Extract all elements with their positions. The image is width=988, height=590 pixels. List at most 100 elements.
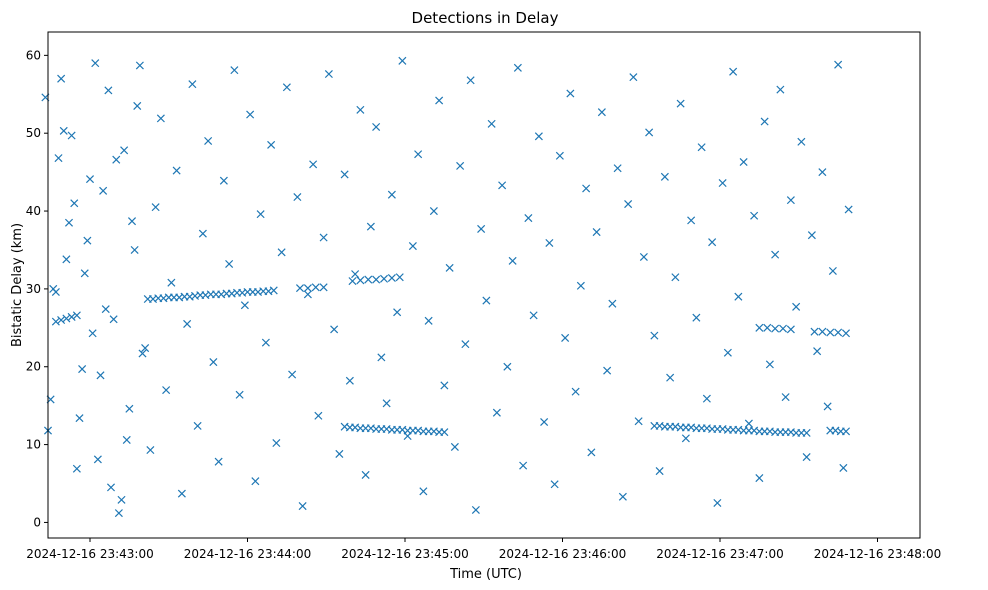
data-point xyxy=(272,439,281,448)
data-point xyxy=(718,178,727,188)
track-point xyxy=(57,316,66,325)
data-point xyxy=(120,146,129,155)
track-point xyxy=(379,274,389,283)
data-point xyxy=(146,446,155,455)
data-point xyxy=(550,480,559,489)
track-point xyxy=(395,273,404,282)
data-point xyxy=(351,270,360,279)
data-point xyxy=(141,344,150,353)
data-point xyxy=(83,236,92,245)
data-point xyxy=(734,292,743,301)
data-point xyxy=(67,131,76,140)
data-point xyxy=(106,483,116,492)
data-point xyxy=(566,89,575,98)
y-tick-label: 20 xyxy=(26,360,41,374)
data-point xyxy=(802,453,811,462)
data-point xyxy=(629,73,638,82)
track-point xyxy=(826,328,835,337)
data-point xyxy=(844,205,853,214)
data-point xyxy=(193,421,202,430)
track-point xyxy=(755,323,764,332)
data-point xyxy=(708,238,717,247)
data-point xyxy=(51,287,60,297)
data-point xyxy=(303,290,312,299)
data-point xyxy=(408,242,417,251)
data-point xyxy=(172,166,181,175)
data-point xyxy=(498,181,507,190)
data-point xyxy=(330,325,339,334)
data-point xyxy=(613,164,622,173)
track-point xyxy=(818,327,827,336)
data-point xyxy=(414,150,423,159)
data-point xyxy=(177,489,186,498)
data-point xyxy=(424,316,433,325)
data-point xyxy=(466,76,475,85)
data-point xyxy=(487,119,496,128)
data-point xyxy=(823,402,832,411)
x-tick-label: 2024-12-16 23:44:00 xyxy=(184,547,311,561)
data-point xyxy=(114,509,123,518)
data-point xyxy=(101,305,110,314)
data-point xyxy=(534,132,543,141)
y-tick-label: 50 xyxy=(26,126,41,140)
data-point xyxy=(256,210,265,219)
data-point xyxy=(345,376,354,385)
data-point xyxy=(366,222,375,231)
data-point xyxy=(109,315,118,324)
data-point xyxy=(492,408,501,417)
data-point xyxy=(576,281,585,290)
data-point xyxy=(398,56,407,65)
track-point xyxy=(786,325,795,334)
data-point xyxy=(592,228,601,237)
data-point xyxy=(288,370,297,379)
data-point xyxy=(70,199,79,208)
track-point xyxy=(348,277,357,286)
y-tick-label: 10 xyxy=(26,438,41,452)
data-point xyxy=(692,313,701,322)
data-point xyxy=(660,172,669,181)
data-point xyxy=(671,273,680,282)
data-point xyxy=(340,170,349,179)
data-point xyxy=(387,190,396,199)
data-point xyxy=(62,255,71,264)
y-tick-label: 60 xyxy=(26,48,41,62)
x-tick-label: 2024-12-16 23:47:00 xyxy=(656,547,783,561)
data-point xyxy=(314,411,323,420)
data-point xyxy=(618,492,627,501)
y-tick-label: 0 xyxy=(33,515,41,529)
data-point xyxy=(786,196,795,205)
data-point xyxy=(503,362,512,371)
data-point xyxy=(744,419,753,428)
data-point xyxy=(477,224,486,233)
data-point xyxy=(776,85,785,94)
data-point xyxy=(645,128,654,137)
data-point xyxy=(760,117,769,126)
track-point xyxy=(372,275,381,284)
track-point xyxy=(364,275,373,284)
data-point xyxy=(99,186,108,195)
data-point xyxy=(524,214,533,223)
track-point xyxy=(834,328,843,337)
track-point xyxy=(269,286,278,295)
data-point xyxy=(309,160,318,169)
data-point xyxy=(230,66,239,75)
data-point xyxy=(681,434,690,443)
data-point xyxy=(261,338,270,347)
data-point xyxy=(293,193,302,202)
data-point xyxy=(240,301,249,310)
data-point xyxy=(519,461,528,470)
y-axis-label: Bistatic Delay (km) xyxy=(10,223,25,347)
data-point xyxy=(251,477,260,486)
track-point xyxy=(356,276,365,285)
chart-title: Detections in Delay xyxy=(412,9,559,27)
data-point xyxy=(555,151,564,160)
data-point xyxy=(267,140,276,149)
data-point xyxy=(156,114,165,123)
data-point xyxy=(608,299,617,308)
track-point xyxy=(51,317,60,326)
data-point xyxy=(587,448,596,457)
data-point xyxy=(765,360,774,369)
y-tick-label: 40 xyxy=(26,204,41,218)
data-point xyxy=(162,386,171,395)
